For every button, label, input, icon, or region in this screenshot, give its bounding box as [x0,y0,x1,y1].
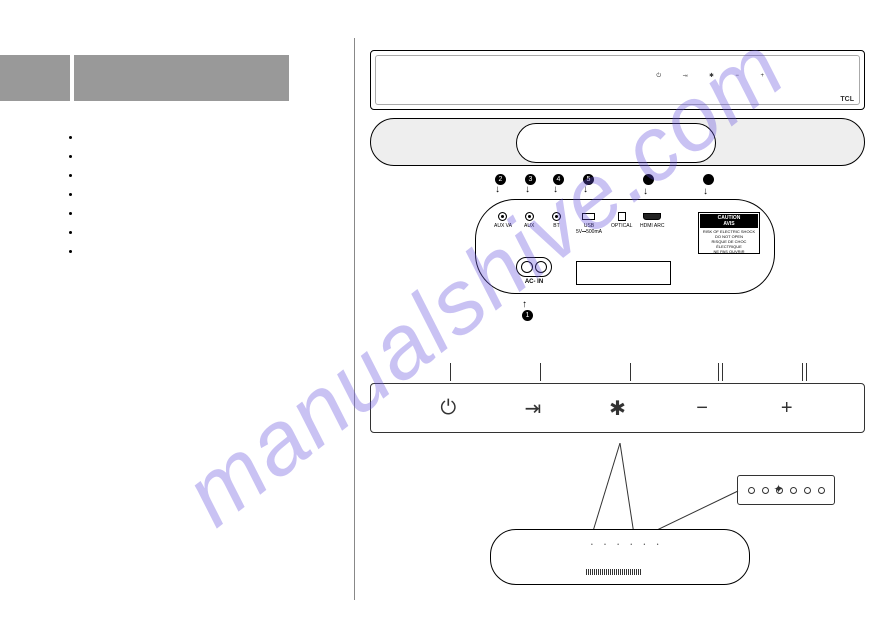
left-column [0,55,330,262]
tab-number-block [0,55,70,101]
vol-up-icon: + [767,397,807,420]
caution-label: CAUTION AVIS RISK OF ELECTRIC SHOCK DO N… [698,212,760,254]
list-item [82,148,330,167]
led-dot-active [776,487,783,494]
port-bt: BT [552,212,561,229]
ac-in-socket: AC- IN [504,257,564,285]
led-dot [790,487,797,494]
marker-4: 4↓ [553,174,564,195]
port-optical: OPTICAL [611,212,632,229]
button-tick-marks [370,359,865,383]
marker-3: 3↓ [525,174,536,195]
soundbar-front-bezel [375,55,860,105]
marker-1: ↑ 1 [522,300,875,321]
rating-label-box [576,261,671,285]
marker-5: 5↓ [583,174,594,195]
brand-logo: TCL [840,96,854,103]
led-indicator-zoom [737,475,835,505]
list-item [82,224,330,243]
port-usb: USB 5V⎓500mA [576,212,602,235]
callout-markers-top: 2↓ 3↓ 4↓ 5↓ ↓ ↓ [475,174,775,199]
led-dot [818,487,825,494]
list-item [82,243,330,262]
top-button-panel: ⏻ ⇥ ✱ − + [370,383,865,433]
led-dot [804,487,811,494]
list-item [82,129,330,148]
port-aux-va: AUX VA [494,212,512,229]
list-item [82,167,330,186]
source-icon: ⇥ [513,396,553,421]
top-buttons-section: ⏻ ⇥ ✱ − + [370,359,865,433]
soundbar-front-view: ⏻ ⇥ ✱ − + TCL [370,50,865,110]
led-strip: • • • • • • [591,542,663,548]
led-callout-section: • • • • • • [370,443,865,603]
right-column: ⏻ ⇥ ✱ − + TCL 2↓ 3↓ 4↓ 5↓ ↓ ↓ AUX VA AUX… [370,50,875,603]
port-aux: AUX [524,212,534,229]
column-divider [354,38,355,600]
list-item [82,186,330,205]
bluetooth-icon: ✱ [597,396,637,421]
port-hdmi: HDMI ARC [640,212,664,229]
led-dot [748,487,755,494]
soundbar-perspective: • • • • • • [490,529,750,585]
marker-dot: ↓ [703,174,714,197]
list-item [82,205,330,224]
tab-title-block [74,55,289,101]
front-button-icons: ⏻ ⇥ ✱ − + [656,73,774,80]
vol-down-icon: − [682,397,722,420]
marker-2: 2↓ [495,174,506,195]
section-heading [0,55,330,101]
power-icon: ⏻ [428,397,468,420]
marker-dot: ↓ [643,174,654,197]
led-dot [762,487,769,494]
speaker-grill [586,569,656,575]
back-port-panel-zoom: AUX VA AUX BT USB 5V⎓500mA OPTICAL HDMI … [475,199,775,294]
back-port-panel-small [516,123,716,163]
soundbar-back-view [370,118,865,166]
contents-list [0,121,330,262]
